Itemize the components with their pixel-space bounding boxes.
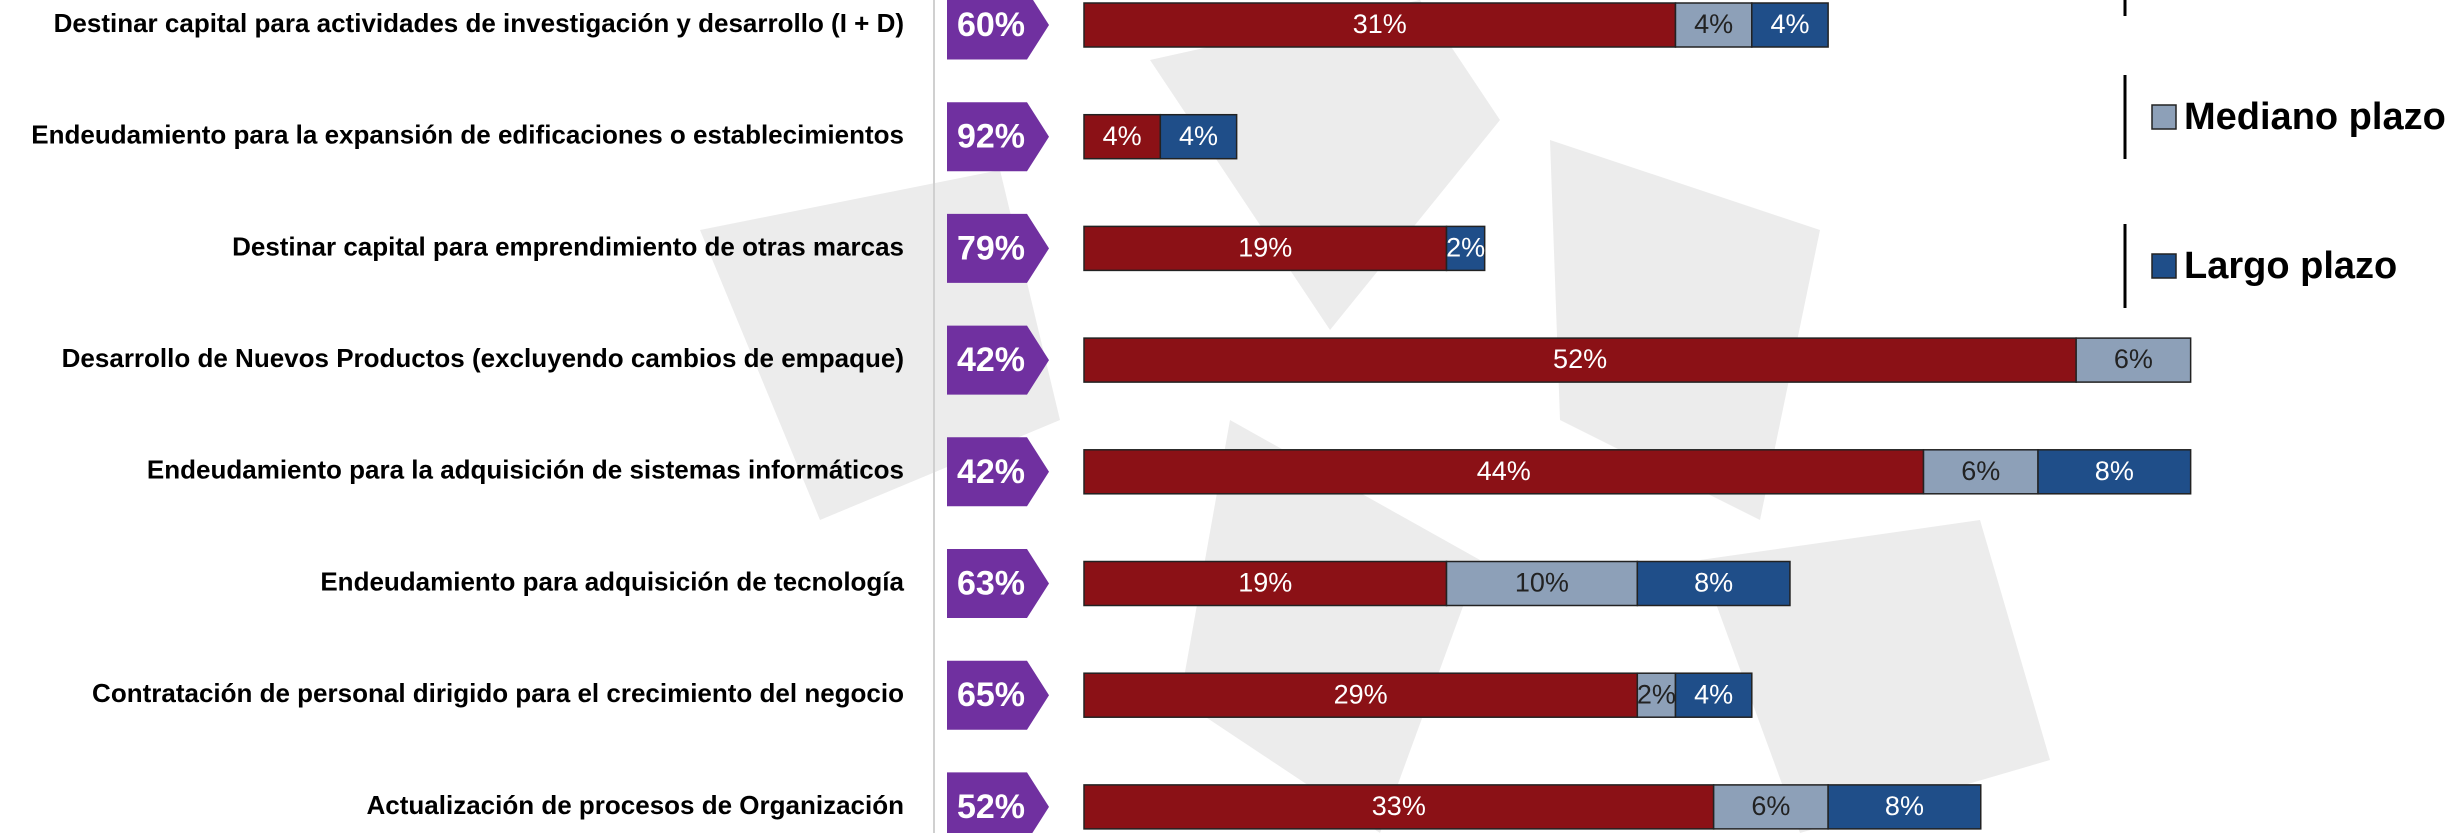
legend-swatch: [2151, 104, 2177, 130]
bar-segment: [1636, 560, 1791, 607]
value-label: 6%: [1961, 456, 2000, 486]
badge: [947, 325, 1049, 395]
badge-label: 65%: [957, 676, 1025, 714]
value-label: 19%: [1238, 568, 1292, 598]
category-label: Actualización de procesos de Organizació…: [367, 790, 904, 820]
category-label: Endeudamiento para la adquisición de sis…: [147, 455, 904, 485]
value-label: 52%: [1553, 344, 1607, 374]
bar-segment: [1083, 2, 1677, 48]
value-label: 4%: [1103, 121, 1142, 151]
legend-swatch: [2151, 253, 2177, 279]
legend-label: Largo plazo: [2184, 245, 2397, 287]
value-label: 44%: [1477, 456, 1531, 486]
badge: [947, 437, 1049, 507]
bar-segment: [1674, 672, 1753, 718]
value-label: 2%: [1446, 233, 1485, 263]
value-label: 4%: [1694, 679, 1733, 709]
value-label: 31%: [1353, 9, 1407, 39]
bar-segment: [2037, 449, 2192, 495]
badge-label: 79%: [957, 229, 1025, 267]
bar-segment: [1083, 337, 2077, 383]
value-label: 8%: [1885, 791, 1924, 821]
value-label: 19%: [1238, 233, 1292, 263]
category-label: Endeudamiento para la expansión de edifi…: [31, 120, 904, 150]
bar-segment: [1445, 560, 1639, 607]
badge-label: 42%: [957, 453, 1025, 491]
badge-label: 42%: [957, 341, 1025, 379]
value-label: 2%: [1637, 679, 1676, 709]
badge: [947, 660, 1049, 730]
bar-segment: [1159, 113, 1238, 160]
value-label: 29%: [1334, 679, 1388, 709]
bar-segment: [2075, 337, 2192, 383]
badge-label: 52%: [957, 788, 1025, 826]
category-label: Desarrollo de Nuevos Productos (excluyen…: [62, 343, 904, 373]
bar-segment: [1827, 784, 1982, 830]
legend-label: Mediano plazo: [2184, 96, 2446, 138]
value-label: 8%: [1694, 568, 1733, 598]
badge: [947, 213, 1049, 283]
bar-segment: [1636, 672, 1677, 718]
value-label: 10%: [1515, 568, 1569, 598]
bar-segment: [1751, 2, 1829, 48]
category-label: Contratación de personal dirigido para e…: [92, 678, 904, 708]
bar-segment: [1674, 2, 1753, 48]
bar-segment: [1083, 113, 1162, 160]
badge-label: 63%: [957, 564, 1025, 602]
value-label: 8%: [2095, 456, 2134, 486]
value-label: 6%: [1751, 791, 1790, 821]
badge: [947, 772, 1049, 833]
bar-segment: [1083, 225, 1448, 272]
value-label: 4%: [1770, 9, 1809, 39]
category-label: Destinar capital para actividades de inv…: [54, 8, 904, 38]
bar-segment: [1083, 672, 1639, 718]
category-label: Endeudamiento para adquisición de tecnol…: [320, 566, 904, 596]
badge-label: 60%: [957, 6, 1025, 44]
value-label: 4%: [1694, 9, 1733, 39]
bar-segment: [1083, 560, 1448, 607]
badge: [947, 0, 1049, 60]
bar-segment: [1083, 449, 1925, 495]
badge: [947, 549, 1049, 618]
value-label: 33%: [1372, 791, 1426, 821]
value-label: 6%: [2114, 344, 2153, 374]
badge: [947, 102, 1049, 172]
bar-segment: [1445, 225, 1486, 272]
value-label: 4%: [1179, 121, 1218, 151]
badge-label: 92%: [957, 118, 1025, 156]
category-label: Destinar capital para emprendimiento de …: [232, 231, 904, 261]
